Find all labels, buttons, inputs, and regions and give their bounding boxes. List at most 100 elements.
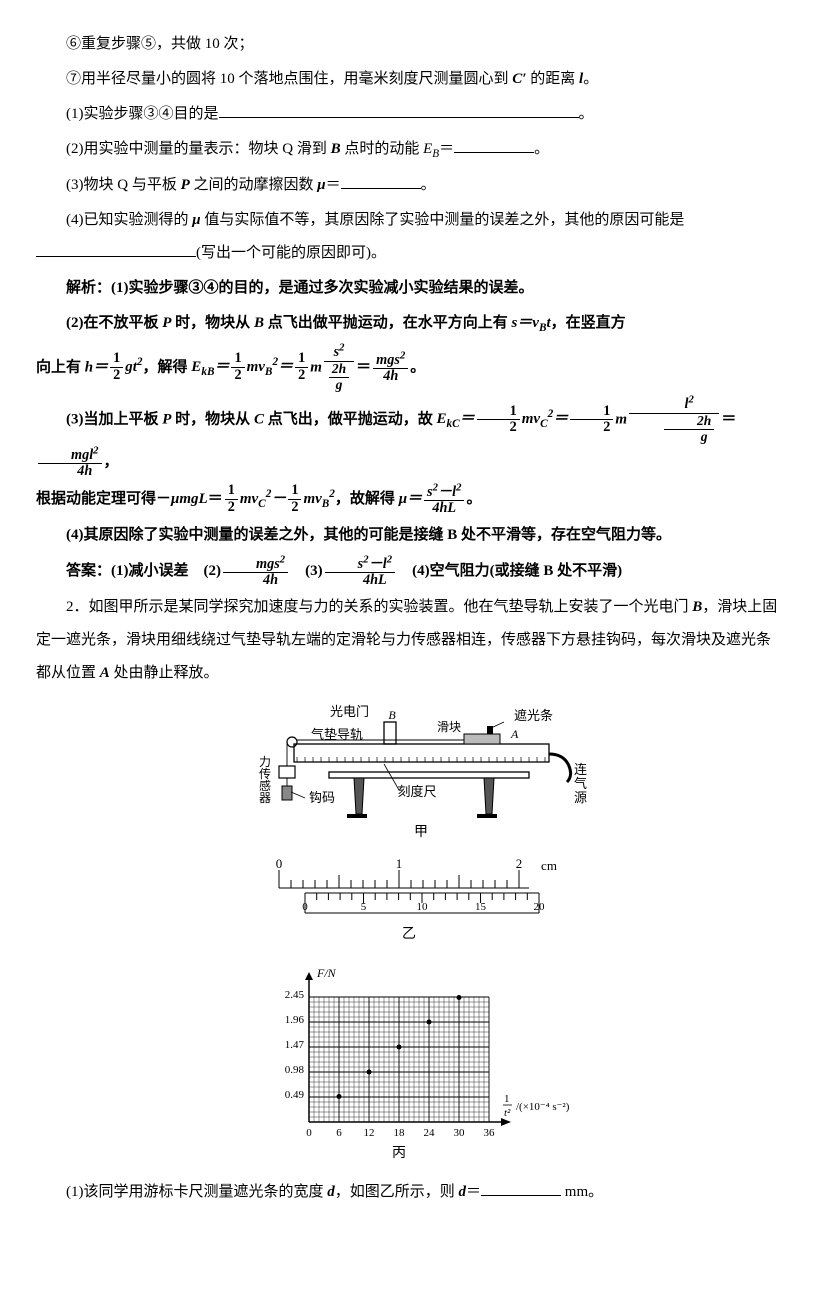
question-2-1: (1)该同学用游标卡尺测量遮光条的宽度 d，如图乙所示，则 d＝ mm。 [36, 1176, 781, 1209]
mvb2: mvB2＝ [247, 359, 293, 375]
svg-text:0: 0 [275, 858, 282, 871]
text: 之间的动摩擦因数 [190, 177, 318, 193]
ekb: EkB＝ [191, 359, 229, 375]
problem-2: 2．如图甲所示是某同学探究加速度与力的关系的实验装置。他在气垫导轨上安装了一个光… [36, 591, 781, 690]
frac-nested: s22hg [324, 343, 354, 393]
label-weight: 钩码 [309, 790, 335, 805]
ekc: EkC＝ [436, 411, 474, 427]
text: 根据动能定理可得－ [36, 491, 171, 507]
text: 。 [579, 106, 594, 122]
svg-text:0.98: 0.98 [284, 1064, 304, 1076]
text: (1)该同学用游标卡尺测量遮光条的宽度 [66, 1184, 327, 1200]
text: (3)当加上平板 [66, 411, 162, 427]
svg-text:1: 1 [395, 858, 402, 871]
text: ＝ [466, 1184, 481, 1200]
text: ，如图乙所示，则 [335, 1184, 459, 1200]
mvc2: mvC2＝ [522, 411, 568, 427]
label-slider: 滑块 [436, 720, 460, 734]
mu-eq: μ＝ [399, 491, 422, 507]
svg-text:20: 20 [533, 901, 545, 913]
var-cprime: C′ [512, 71, 526, 87]
gt2: gt2 [125, 359, 142, 375]
solution-1: 解析：(1)实验步骤③④的目的，是通过多次实验减小实验结果的误差。 [36, 272, 781, 305]
var-B: B [331, 141, 341, 157]
frac-half-4: 12 [477, 404, 520, 436]
svg-text:12: 12 [363, 1127, 374, 1139]
svg-text:2.45: 2.45 [284, 989, 304, 1001]
label-photogate: 光电门 [329, 704, 368, 719]
period-2: 。 [466, 491, 481, 507]
text: 解析：(1)实验步骤③④的目的，是通过多次实验减小实验结果的误差。 [66, 280, 534, 296]
label-strip: 遮光条 [514, 708, 553, 723]
line-6: ⑥重复步骤⑤，共做 10 次； [36, 28, 781, 61]
text: (4)其原因除了实验中测量的误差之外，其他的可能是接缝 B 处不平滑等，存在空气… [66, 527, 671, 543]
line-7: ⑦用半径尽量小的圆将 10 个落地点围住，用毫米刻度尺测量圆心到 C′ 的距离 … [36, 63, 781, 96]
text: 。 [421, 177, 436, 193]
svg-text:连: 连 [574, 762, 587, 777]
label-A: A [510, 727, 519, 741]
label-ruler: 刻度尺 [397, 784, 436, 799]
text: 2．如图甲所示是某同学探究加速度与力的关系的实验装置。他在气垫导轨上安装了一个光… [66, 599, 692, 615]
frac-half: 12 [110, 351, 123, 383]
label-B: B [388, 708, 396, 722]
solution-4: (4)其原因除了实验中测量的误差之外，其他的可能是接缝 B 处不平滑等，存在空气… [36, 519, 781, 552]
text: (2)在不放平板 [66, 315, 162, 331]
text: 。 [534, 141, 549, 157]
svg-text:36: 36 [483, 1127, 495, 1139]
label-jia: 甲 [414, 825, 428, 840]
frac-ans3: s2－l24hL [325, 554, 395, 589]
svg-text:24: 24 [423, 1127, 435, 1139]
var-mu: μ [317, 177, 325, 193]
text: ＝ [439, 141, 454, 157]
var-C: C [254, 411, 264, 427]
text: ⑦用半径尽量小的圆将 10 个落地点围住，用毫米刻度尺测量圆心到 [66, 71, 512, 87]
frac-mgl2: mgl24h [38, 445, 102, 480]
mvb2-2: mvB2 [303, 491, 334, 507]
text: mm。 [561, 1184, 603, 1200]
svg-text:0: 0 [302, 901, 308, 913]
frac-ans2: mgs24h [223, 554, 288, 589]
svg-text:0: 0 [306, 1127, 312, 1139]
mvc2-2: mvC2－ [240, 491, 286, 507]
eq-3: ＝ [208, 491, 223, 507]
var-EkB: EB [423, 141, 439, 157]
diagram-yi: 0 1 2 cm 0 5 10 15 20 乙 [36, 858, 781, 948]
answer-label: 答案： [66, 563, 111, 579]
svg-text:0.49: 0.49 [284, 1089, 304, 1101]
solution-2: (2)在不放平板 P 时，物块从 B 点飞出做平抛运动，在水平方向上有 s＝vB… [36, 307, 781, 341]
text: 的距离 [527, 71, 580, 87]
eq-h: h＝ [85, 359, 108, 375]
diagram-bing: F/N 2.45 1.96 1.47 0.98 0.49 0 6 12 18 2… [36, 962, 781, 1162]
text: ，解得 [143, 359, 192, 375]
question-1: (1)实验步骤③④目的是。 [36, 98, 781, 131]
m: m [310, 359, 322, 375]
frac-mgs2: mgs24h [373, 350, 408, 385]
ans-1: (1)减小误差 [111, 563, 189, 579]
text: 处由静止释放。 [110, 665, 219, 681]
svg-text:源: 源 [574, 790, 587, 805]
text: (4)已知实验测得的 [66, 212, 192, 228]
frac-half-3: 12 [295, 351, 308, 383]
text: 点飞出，做平抛运动，故 [264, 411, 437, 427]
blank-4 [36, 242, 196, 257]
ans-4: (4)空气阻力(或接缝 B 处不平滑) [412, 563, 622, 579]
question-4: (4)已知实验测得的 μ 值与实际值不等，其原因除了实验中测量的误差之外，其他的… [36, 204, 781, 270]
var-d-2: d [459, 1184, 467, 1200]
frac-final: s2－l24hL [424, 482, 464, 517]
svg-text:气: 气 [574, 776, 587, 791]
svg-text:30: 30 [453, 1127, 465, 1139]
svg-text:F/N: F/N [316, 966, 337, 980]
blank-2 [454, 138, 534, 153]
text: (2)用实验中测量的量表示：物块 Q 滑到 [66, 141, 331, 157]
frac-half-6: 12 [225, 483, 238, 515]
blank-1 [219, 103, 579, 118]
svg-text:10: 10 [416, 901, 428, 913]
var-A: A [100, 665, 110, 681]
ans-2: (2) [204, 563, 222, 579]
comma: ， [104, 454, 119, 470]
svg-text:1.47: 1.47 [284, 1039, 304, 1051]
eq-2: ＝ [721, 411, 736, 427]
eq: ＝ [356, 359, 371, 375]
svg-text:1.96: 1.96 [284, 1014, 304, 1026]
text: 时，物块从 [171, 315, 254, 331]
